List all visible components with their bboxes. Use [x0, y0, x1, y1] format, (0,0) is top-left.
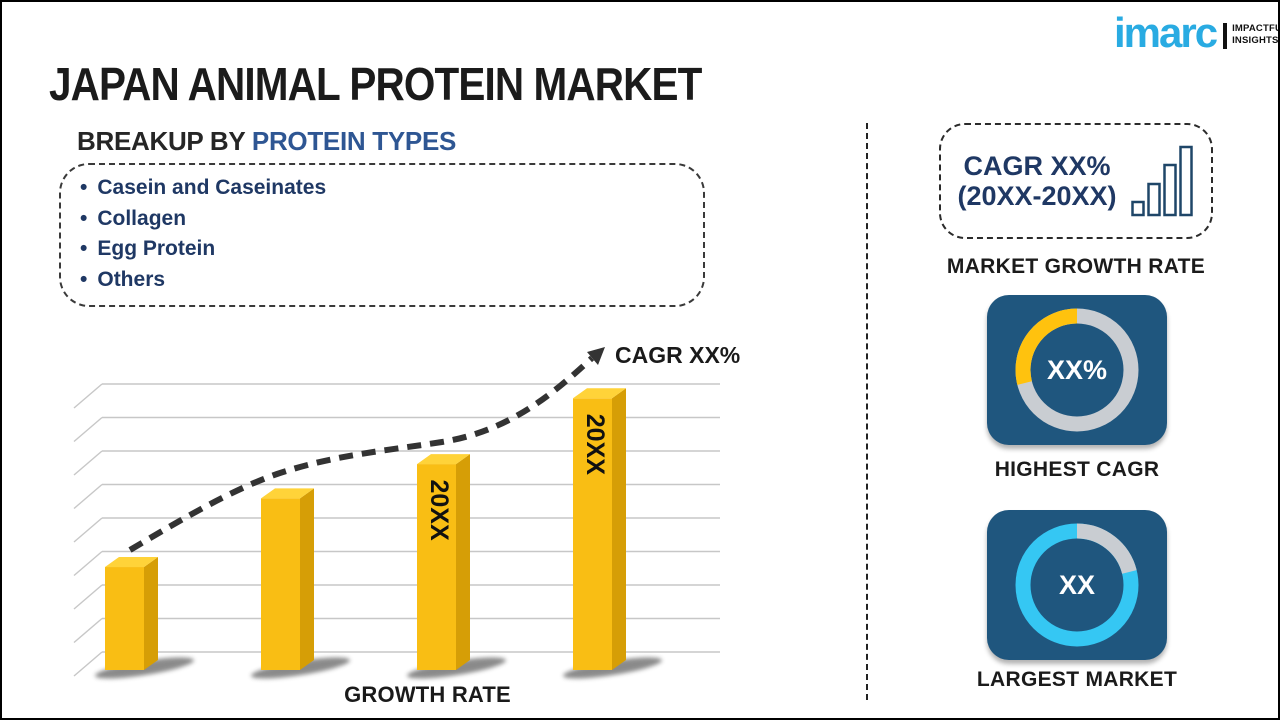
logo-tagline-line2: INSIGHTS	[1232, 35, 1279, 46]
logo-tagline-line1: IMPACTFUL	[1232, 23, 1278, 34]
growth-card-line2: (20XX-20XX)	[957, 181, 1117, 211]
list-item-label: Egg Protein	[97, 237, 216, 260]
list-item-label: Others	[97, 267, 166, 291]
list-item: • Collagen	[80, 204, 693, 235]
donut-chart-icon	[1015, 523, 1139, 647]
list-item: • Others	[80, 265, 693, 296]
logo-tagline: IMPACTFUL INSIGHTS	[1232, 23, 1279, 47]
cagr-annotation: CAGR XX%	[615, 342, 741, 368]
bullet-icon: •	[80, 267, 88, 291]
panel-divider	[866, 123, 868, 700]
breakup-heading: BREAKUP BY PROTEIN TYPES	[77, 126, 456, 157]
market-growth-rate-card: CAGR XX% (20XX-20XX)	[939, 123, 1213, 239]
bullet-icon: •	[80, 176, 88, 199]
growth-card-line1: CAGR XX%	[963, 150, 1111, 181]
protein-types-box: • Casein and Caseinates • Collagen • Egg Prot…	[59, 163, 705, 307]
market-growth-rate-caption: MARKET GROWTH RATE	[946, 255, 1206, 278]
largest-market-card: XX	[987, 510, 1167, 660]
donut-chart-icon	[1015, 308, 1139, 432]
list-item: • Casein and Caseinates	[80, 173, 693, 204]
chart-x-axis-label: GROWTH RATE	[344, 682, 511, 707]
logo-divider	[1223, 23, 1228, 49]
growth-rate-bar-chart: 20XX 20XX	[73, 347, 720, 679]
list-item: • Egg Protein	[80, 234, 693, 265]
breakup-heading-prefix: BREAKUP BY	[77, 126, 252, 156]
bullet-icon: •	[80, 206, 88, 230]
list-item-label: Collagen	[97, 206, 187, 230]
bar-chart-icon	[1130, 145, 1193, 217]
largest-market-value: XX	[1058, 570, 1096, 600]
imarc-logo: imarc IMPACTFUL INSIGHTS	[1114, 9, 1279, 56]
highest-cagr-caption: HIGHEST CAGR	[994, 458, 1160, 481]
highest-cagr-card: XX%	[987, 295, 1167, 445]
largest-market-caption: LARGEST MARKET	[976, 668, 1178, 691]
protein-types-list: • Casein and Caseinates • Collagen • Egg Prot…	[80, 173, 693, 295]
growth-card-text: CAGR XX% (20XX-20XX)	[957, 151, 1116, 212]
imarc-logo-wordmark: imarc	[1114, 9, 1218, 56]
list-item-label: Casein and Caseinates	[97, 176, 327, 199]
bar-year-label: 20XX	[581, 414, 609, 475]
bar-year-label: 20XX	[425, 479, 453, 540]
breakup-heading-highlight: PROTEIN TYPES	[251, 126, 457, 156]
bullet-icon: •	[80, 237, 88, 260]
highest-cagr-value: XX%	[1046, 355, 1108, 385]
page-title: JAPAN ANIMAL PROTEIN MARKET	[49, 58, 702, 110]
